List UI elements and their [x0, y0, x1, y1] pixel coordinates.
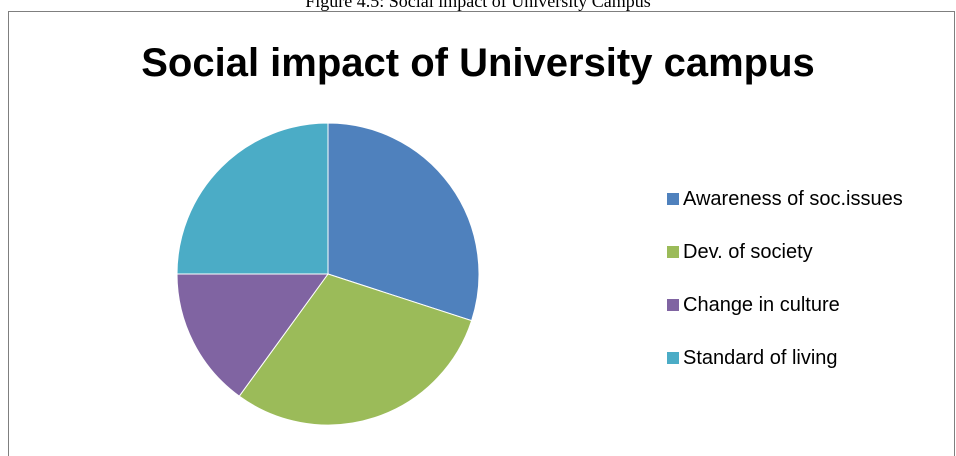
chart-title: Social impact of University campus — [141, 41, 815, 85]
pie-slice-change-in-culture — [176, 273, 329, 397]
legend-swatch — [667, 193, 679, 205]
legend-label: Awareness of soc.issues — [683, 187, 903, 210]
pie-slice-awareness — [327, 122, 480, 322]
figure-caption: Figure 4.5: Social impact of University … — [305, 0, 651, 11]
legend-swatch — [667, 246, 679, 258]
legend-item-standard-of-living: Standard of living — [667, 345, 903, 371]
pie-slice-standard-of-living — [176, 122, 329, 275]
chart-frame — [8, 11, 955, 456]
legend-item-change-in-culture: Change in culture — [667, 292, 903, 318]
legend-label: Standard of living — [683, 346, 838, 369]
legend-swatch — [667, 352, 679, 364]
legend-item-awareness: Awareness of soc.issues — [667, 186, 903, 212]
legend-label: Dev. of society — [683, 240, 813, 263]
chart-legend: Awareness of soc.issues Dev. of society … — [667, 186, 903, 371]
legend-label: Change in culture — [683, 293, 840, 316]
pie-slice-dev-of-society — [238, 273, 473, 426]
legend-swatch — [667, 299, 679, 311]
legend-item-dev-of-society: Dev. of society — [667, 239, 903, 265]
